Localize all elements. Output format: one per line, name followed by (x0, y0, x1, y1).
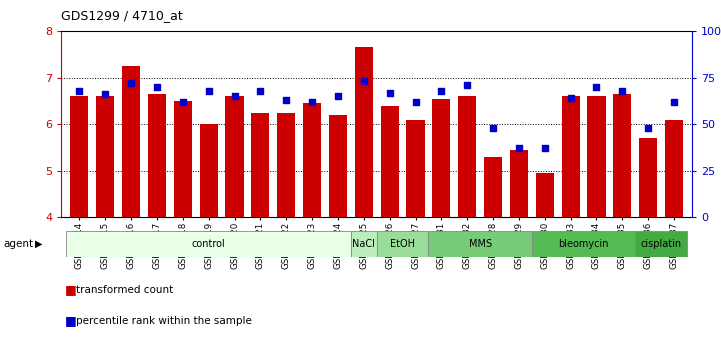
Bar (66, 231, 351, 257)
Bar (614, 94, 632, 217)
Bar (510, 150, 528, 217)
Text: transformed count: transformed count (76, 285, 173, 295)
Bar (71, 96, 89, 217)
Bar (428, 231, 532, 257)
Bar (532, 231, 635, 257)
Point (435, 88, 447, 93)
Bar (96, 96, 115, 217)
Bar (381, 106, 399, 217)
Point (642, 125, 654, 131)
Point (125, 80, 137, 86)
Text: bleomycin: bleomycin (558, 239, 609, 249)
Bar (536, 173, 554, 217)
Bar (433, 99, 451, 217)
Bar (252, 112, 270, 217)
Bar (665, 120, 683, 217)
Point (410, 99, 421, 105)
Point (358, 79, 370, 84)
Bar (355, 47, 373, 217)
Point (203, 88, 214, 93)
Text: ■: ■ (65, 283, 76, 296)
Bar (200, 124, 218, 217)
Point (487, 125, 499, 131)
Point (590, 84, 602, 90)
Bar (484, 157, 502, 217)
Bar (148, 94, 166, 217)
Point (74, 88, 85, 93)
Point (668, 99, 680, 105)
Point (229, 93, 240, 99)
Text: agent: agent (4, 239, 34, 249)
Text: control: control (192, 239, 226, 249)
Point (513, 146, 525, 151)
Bar (458, 96, 477, 217)
Point (332, 93, 344, 99)
Bar (562, 96, 580, 217)
Bar (377, 231, 428, 257)
Bar (635, 231, 687, 257)
Text: NaCl: NaCl (353, 239, 375, 249)
Text: GDS1299 / 4710_at: GDS1299 / 4710_at (61, 9, 183, 22)
Bar (351, 231, 377, 257)
Point (99, 92, 111, 97)
Point (280, 97, 292, 103)
Bar (303, 103, 321, 217)
Bar (174, 101, 192, 217)
Point (616, 88, 628, 93)
Bar (407, 120, 425, 217)
Point (306, 99, 318, 105)
Text: EtOH: EtOH (390, 239, 415, 249)
Bar (122, 66, 140, 217)
Point (565, 95, 576, 101)
Bar (226, 96, 244, 217)
Bar (639, 138, 658, 217)
Text: percentile rank within the sample: percentile rank within the sample (76, 316, 252, 326)
Bar (277, 112, 296, 217)
Text: MMS: MMS (469, 239, 492, 249)
Point (384, 90, 395, 95)
Bar (329, 115, 347, 217)
Text: cisplatin: cisplatin (640, 239, 681, 249)
Bar (588, 96, 606, 217)
Text: ■: ■ (65, 314, 76, 327)
Point (177, 99, 189, 105)
Point (461, 82, 473, 88)
Text: ▶: ▶ (35, 239, 42, 249)
Point (255, 88, 266, 93)
Point (151, 84, 163, 90)
Point (539, 146, 551, 151)
